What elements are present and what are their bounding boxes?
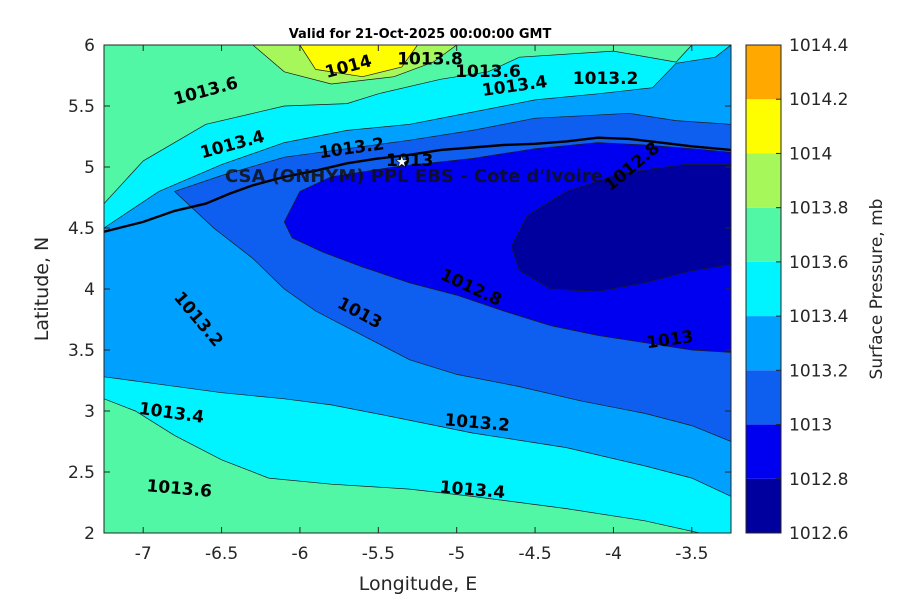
colorbar-tick-label: 1013.4 xyxy=(789,307,848,327)
y-tick-label: 2 xyxy=(84,524,95,544)
contour-region-1012-6 xyxy=(511,164,731,292)
x-tick-label: -4.5 xyxy=(518,544,551,564)
coastline xyxy=(104,136,731,233)
chart-title: Valid for 21-Oct-2025 00:00:00 GMT xyxy=(289,27,552,42)
x-axis-label: Longitude, E xyxy=(359,573,478,595)
colorbar-swatch xyxy=(746,424,781,479)
contour-label: 1013.6 xyxy=(455,62,521,82)
colorbar: 1012.6 1012.8 1013 1013.2 1013.4 1013.6 1013.8… xyxy=(746,36,848,544)
y-tick-label: 6 xyxy=(84,36,95,56)
colorbar-tick-label: 1014.2 xyxy=(789,90,848,110)
colorbar-swatch xyxy=(746,153,781,208)
x-tick-label: -7 xyxy=(135,544,152,564)
colorbar-swatch xyxy=(746,316,781,371)
colorbar-frame xyxy=(745,44,782,534)
colorbar-swatch xyxy=(746,99,781,154)
contour-label: 1013.2 xyxy=(573,69,639,89)
colorbar-tick-label: 1014 xyxy=(789,144,832,164)
contour-label: 1013.8 xyxy=(397,50,463,70)
x-tick-label: -3.5 xyxy=(675,544,708,564)
colorbar-tick-label: 1012.6 xyxy=(789,524,848,544)
colorbar-tick-label: 1012.8 xyxy=(789,470,848,490)
x-tick-label: -4 xyxy=(605,544,622,564)
colorbar-swatch xyxy=(746,261,781,317)
colorbar-tick-label: 1014.4 xyxy=(789,36,848,56)
y-tick-label: 3 xyxy=(84,402,95,422)
y-axis: 2 2.5 3 3.5 4 4.5 5 5.5 6 xyxy=(68,36,731,544)
colorbar-tick-label: 1013.6 xyxy=(789,253,848,273)
contour-regions xyxy=(104,45,731,533)
colorbar-swatch xyxy=(746,207,781,262)
contour-label: 1013 xyxy=(386,151,433,171)
x-tick-label: -5 xyxy=(448,544,465,564)
y-tick-label: 5.5 xyxy=(68,97,95,117)
x-tick-label: -6.5 xyxy=(205,544,238,564)
contour-region-1014 xyxy=(299,45,418,78)
y-tick-label: 5 xyxy=(84,158,95,178)
y-tick-label: 3.5 xyxy=(68,341,95,361)
colorbar-label: Surface Pressure, mb xyxy=(867,199,887,380)
y-tick-label: 2.5 xyxy=(68,463,95,483)
colorbar-swatch xyxy=(746,45,781,100)
y-tick-label: 4.5 xyxy=(68,219,95,239)
x-axis: -7 -6.5 -6 -5.5 -5 -4.5 -4 -3.5 xyxy=(135,45,708,564)
y-tick-label: 4 xyxy=(84,280,95,300)
colorbar-tick-label: 1013.8 xyxy=(789,199,848,219)
colorbar-tick-label: 1013 xyxy=(789,416,832,436)
colorbar-swatch xyxy=(746,478,781,533)
x-tick-label: -5.5 xyxy=(362,544,395,564)
station-star-icon: ★ xyxy=(395,152,409,171)
x-tick-label: -6 xyxy=(291,544,308,564)
y-axis-label: Latitude, N xyxy=(31,237,53,342)
colorbar-swatch xyxy=(746,370,781,425)
colorbar-tick-label: 1013.2 xyxy=(789,361,848,381)
site-annotation: CSA (ONHYM) PPL EBS - Cote d'Ivoire xyxy=(225,166,603,187)
